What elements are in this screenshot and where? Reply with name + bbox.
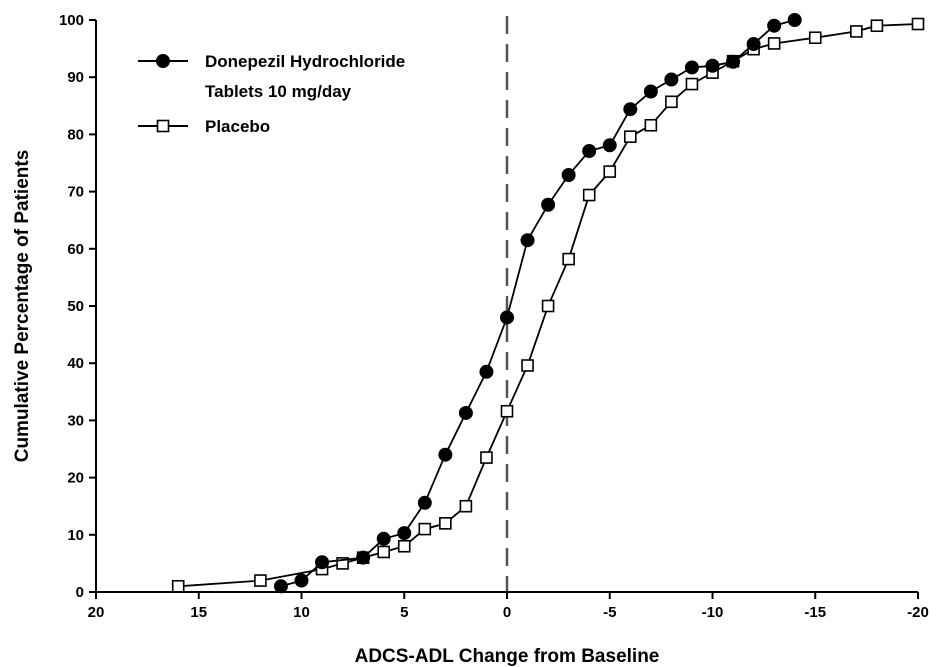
placebo-data-point [521,359,534,372]
series-placebo [171,17,925,593]
donepezil-data-point [602,138,617,153]
y-axis-title: Cumulative Percentage of Patients [12,150,33,463]
x-tick-label: 15 [190,604,207,621]
x-tick-label: -20 [907,604,929,621]
y-tick-label: 50 [67,298,84,315]
placebo-data-point [171,579,185,593]
donepezil-data-point [643,84,658,99]
y-tick-label: 70 [67,184,84,201]
legend-label-placebo: Placebo [205,117,270,136]
donepezil-data-point [500,310,514,325]
legend-entry-donepezil: Donepezil Hydrochloride Tablets 10 mg/day [138,52,405,101]
y-tick-label: 80 [67,126,84,143]
legend-marker-filled-circle [156,54,170,68]
placebo-data-point [911,17,925,31]
placebo-data-point [336,557,349,570]
x-tick-label: 5 [400,604,408,621]
donepezil-data-point [541,197,556,212]
placebo-data-point [767,37,781,50]
legend-entry-placebo: Placebo [138,117,270,136]
x-tick-label: -5 [603,604,616,621]
donepezil-data-point [273,579,288,594]
donepezil-data-point [746,37,761,52]
y-tick-label: 20 [67,470,84,487]
x-tick-label: 20 [88,604,105,621]
donepezil-data-point [726,54,741,69]
donepezil-data-point [458,405,473,420]
placebo-data-point [541,299,555,313]
placebo-data-point [808,31,822,45]
y-tick-label: 60 [67,241,84,258]
donepezil-data-point [684,60,699,75]
series-line [280,19,795,588]
legend: Donepezil Hydrochloride Tablets 10 mg/day… [138,52,405,136]
legend-label-donepezil: Tablets 10 mg/day [205,82,352,101]
donepezil-data-point [787,13,802,27]
donepezil-data-point [315,555,330,570]
x-tick-label: -15 [804,604,826,621]
placebo-data-point [254,574,267,587]
donepezil-data-point [417,495,432,510]
y-tick-label: 40 [67,355,84,372]
placebo-data-point [870,19,884,33]
y-tick-label: 10 [67,527,84,544]
donepezil-data-point [294,573,309,588]
y-tick-label: 100 [59,12,84,29]
series-donepezil [273,13,802,594]
axis-titles: ADCS-ADL Change from Baseline Cumulative … [12,150,659,667]
placebo-data-point [500,404,514,418]
placebo-data-point [623,130,637,143]
donepezil-data-point [356,550,371,565]
x-tick-label: 0 [503,604,511,621]
donepezil-data-point [376,531,391,546]
legend-label-donepezil: Donepezil Hydrochloride [205,52,405,71]
placebo-data-point [582,188,596,202]
placebo-data-point [480,451,493,464]
donepezil-data-point [438,447,453,462]
donepezil-data-point [397,526,412,541]
donepezil-data-point [705,58,720,73]
placebo-data-point [439,517,452,530]
donepezil-data-point [767,18,782,33]
donepezil-data-point [582,143,597,158]
placebo-data-point [685,77,699,91]
placebo-data-point [377,545,391,559]
y-tick-label: 30 [67,412,84,429]
placebo-data-point [665,95,678,109]
placebo-data-point [418,522,432,536]
y-tick-label: 90 [67,69,84,86]
placebo-data-point [850,25,863,38]
placebo-data-point [644,118,658,132]
y-tick-label: 0 [76,584,84,601]
placebo-data-point [397,539,411,553]
donepezil-data-point [520,233,535,248]
donepezil-data-point [623,102,638,117]
donepezil-data-point [664,72,679,87]
series-layer [171,13,925,594]
placebo-data-point [562,252,575,266]
legend-marker-open-square [156,119,170,133]
x-tick-label: -10 [702,604,724,621]
donepezil-data-point [479,364,494,379]
placebo-data-point [459,499,473,513]
x-tick-label: 10 [293,604,310,621]
placebo-data-point [603,165,617,178]
donepezil-data-point [561,168,576,183]
x-axis-title: ADCS-ADL Change from Baseline [355,646,660,667]
